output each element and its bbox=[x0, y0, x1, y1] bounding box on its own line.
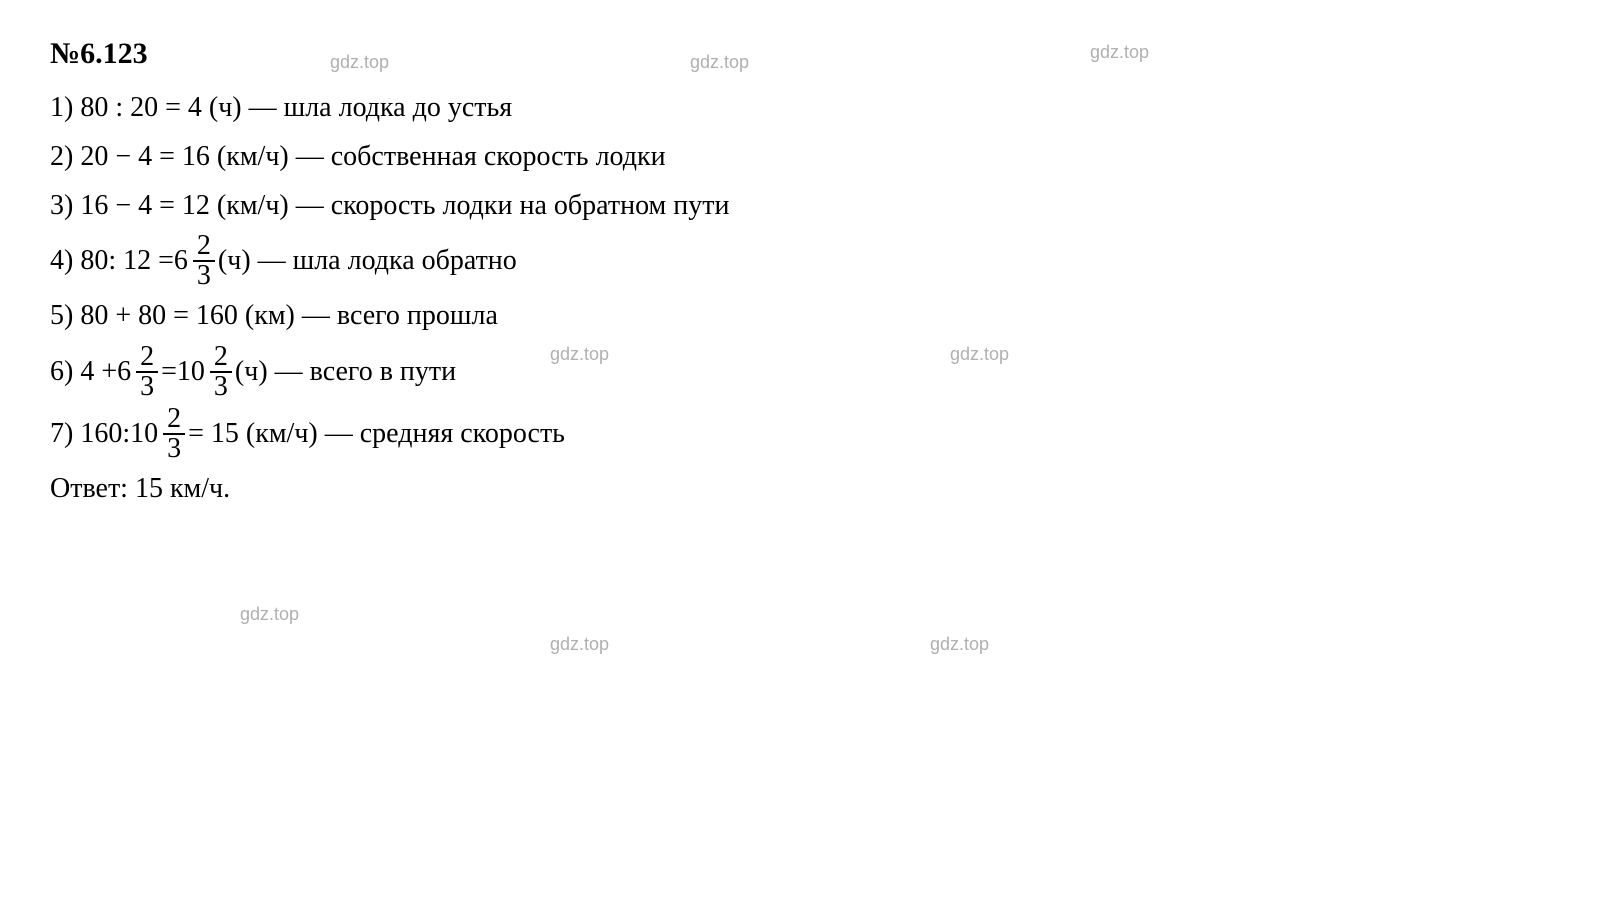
whole-part: 10 bbox=[177, 350, 205, 395]
step-4: 4) 80: 12 = 6 2 3 (ч) — шла лодка обратн… bbox=[50, 232, 1561, 290]
problem-number: №6.123 bbox=[50, 30, 1561, 78]
watermark-text: gdz.top bbox=[930, 630, 989, 659]
step-prefix: 4 + bbox=[80, 350, 117, 395]
denominator: 3 bbox=[163, 435, 185, 463]
fraction: 2 3 bbox=[136, 343, 158, 401]
denominator: 3 bbox=[210, 373, 232, 401]
step-expr: 80 : 20 = 4 (ч) — шла лодка до устья bbox=[80, 86, 512, 131]
denominator: 3 bbox=[193, 262, 215, 290]
mixed-number: 6 2 3 bbox=[117, 343, 161, 401]
step-prefix: 160: bbox=[80, 412, 130, 457]
numerator: 2 bbox=[193, 232, 215, 262]
numerator: 2 bbox=[210, 343, 232, 373]
answer-text: Ответ: 15 км/ч. bbox=[50, 467, 230, 512]
numerator: 2 bbox=[136, 343, 158, 373]
numerator: 2 bbox=[163, 405, 185, 435]
whole-part: 10 bbox=[130, 412, 158, 457]
answer-line: Ответ: 15 км/ч. bbox=[50, 467, 1561, 512]
step-2: 2) 20 − 4 = 16 (км/ч) — собственная скор… bbox=[50, 135, 1561, 180]
mixed-number: 6 2 3 bbox=[174, 232, 218, 290]
step-suffix: (ч) — шла лодка обратно bbox=[218, 239, 517, 284]
whole-part: 6 bbox=[174, 239, 188, 284]
step-5: 5) 80 + 80 = 160 (км) — всего прошла bbox=[50, 294, 1561, 339]
watermark-text: gdz.top bbox=[240, 600, 299, 629]
step-expr: 16 − 4 = 12 (км/ч) — скорость лодки на о… bbox=[80, 184, 729, 229]
step-3: 3) 16 − 4 = 12 (км/ч) — скорость лодки н… bbox=[50, 184, 1561, 229]
mixed-number: 10 2 3 bbox=[177, 343, 235, 401]
step-suffix: = 15 (км/ч) — средняя скорость bbox=[188, 412, 565, 457]
step-prefix: 80: 12 = bbox=[80, 239, 174, 284]
step-num: 2) bbox=[50, 135, 73, 180]
step-num: 4) bbox=[50, 239, 73, 284]
fraction: 2 3 bbox=[163, 405, 185, 463]
step-suffix: (ч) — всего в пути bbox=[235, 350, 456, 395]
step-expr: 20 − 4 = 16 (км/ч) — собственная скорост… bbox=[80, 135, 665, 180]
document-container: №6.123 1) 80 : 20 = 4 (ч) — шла лодка до… bbox=[50, 30, 1561, 512]
mixed-number: 10 2 3 bbox=[130, 405, 188, 463]
fraction: 2 3 bbox=[193, 232, 215, 290]
step-num: 5) bbox=[50, 294, 73, 339]
step-1: 1) 80 : 20 = 4 (ч) — шла лодка до устья bbox=[50, 86, 1561, 131]
step-num: 3) bbox=[50, 184, 73, 229]
whole-part: 6 bbox=[117, 350, 131, 395]
denominator: 3 bbox=[136, 373, 158, 401]
step-6: 6) 4 + 6 2 3 = 10 2 3 (ч) — всего в пути bbox=[50, 343, 1561, 401]
step-num: 1) bbox=[50, 86, 73, 131]
step-expr: 80 + 80 = 160 (км) — всего прошла bbox=[80, 294, 498, 339]
step-num: 7) bbox=[50, 412, 73, 457]
step-mid: = bbox=[161, 350, 177, 395]
fraction: 2 3 bbox=[210, 343, 232, 401]
watermark-text: gdz.top bbox=[550, 630, 609, 659]
step-num: 6) bbox=[50, 350, 73, 395]
step-7: 7) 160: 10 2 3 = 15 (км/ч) — средняя ско… bbox=[50, 405, 1561, 463]
